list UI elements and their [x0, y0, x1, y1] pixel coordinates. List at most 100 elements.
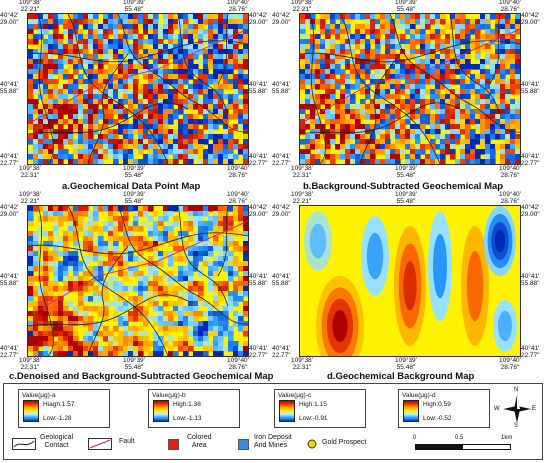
map-c-frame — [27, 205, 249, 357]
coord-label-a-rbot: 40°41' 22.77" — [249, 153, 268, 167]
compass-e: E — [532, 406, 537, 412]
geological-contact-line — [300, 40, 520, 63]
geological-contact-line — [117, 14, 248, 133]
coord-label-d-tr: 109°40' 28.76" — [499, 191, 521, 205]
geological-contact-line — [87, 245, 129, 356]
geological-contact-line — [300, 102, 461, 135]
map-legend: Value(μg)-a Hiagh:1.57 Low:-1.28 Value(μ… — [3, 383, 543, 460]
gold-prospect-icon — [307, 439, 317, 449]
compass-n: N — [514, 387, 519, 393]
geological-contact-line — [217, 14, 229, 85]
coord-label-c-rtop: 40°42' 29.00" — [249, 204, 268, 218]
coord-label-a-rmid: 40°41' 55.88" — [249, 81, 268, 95]
compass-w: W — [494, 406, 500, 412]
geological-contact-line — [177, 206, 229, 307]
coord-label-a-lbot: 40°41' 22.77" — [0, 153, 19, 167]
coord-label-c-lbot: 40°41' 22.77" — [0, 345, 19, 359]
coord-label-b-lbot: 40°41' 22.77" — [272, 153, 291, 167]
coord-label-b-tr: 109°40' 28.76" — [499, 0, 521, 13]
map-d-frame — [299, 205, 521, 357]
coord-label-a-rtop: 40°42' 29.00" — [249, 12, 268, 26]
coord-label-b-rmid: 40°41' 55.88" — [521, 81, 540, 95]
coord-label-b-rbot: 40°41' 22.77" — [521, 153, 540, 167]
coord-label-a-lmid: 40°41' 55.88" — [0, 81, 19, 95]
compass-rose-icon — [503, 395, 531, 423]
colorbar-b-low: Low:-1.13 — [173, 415, 202, 422]
colorbar-d-high: High:0.59 — [423, 401, 451, 408]
fault-line — [28, 28, 248, 125]
gold-prospect-label: Gold Prospect — [322, 439, 367, 446]
geological-contact-line — [339, 14, 441, 164]
coord-label-d-rtop: 40°42' 29.00" — [521, 204, 540, 218]
contour-band — [466, 251, 484, 321]
colorbar-b-gradient — [153, 400, 169, 422]
map-a-frame — [27, 13, 249, 165]
coord-label-d-br: 109°40' 28.76" — [499, 357, 521, 371]
map-c-raster — [28, 206, 248, 356]
scale-tick-1km: 1km — [501, 435, 513, 441]
map-b-frame — [299, 13, 521, 165]
geological-contact-line — [28, 102, 189, 135]
caption-a: a.Geochemical Data Point Map — [62, 181, 201, 192]
geological-contact-label: Geological Contact — [40, 434, 74, 449]
geological-contact-line — [37, 206, 54, 356]
colorbar-a-high: Hiagh:1.57 — [43, 401, 75, 408]
geological-contact-line — [359, 53, 401, 164]
geological-contact-line — [28, 40, 248, 63]
coord-label-b-bl: 109°38' 22.31" — [291, 165, 313, 179]
contour-band — [366, 232, 384, 280]
coord-label-a-ltop: 40°42' 29.00" — [0, 12, 19, 26]
coord-label-d-bc: 109°39' 55.48" — [395, 357, 417, 371]
colorbar-a: Value(μg)-a Hiagh:1.57 Low:-1.28 — [18, 389, 110, 428]
coord-label-d-ltop: 40°42' 29.00" — [272, 204, 291, 218]
colorbar-a-gradient — [23, 400, 39, 422]
colorbar-a-title: Value(μg)-a — [22, 392, 56, 399]
coord-label-d-rmid: 40°41' 55.88" — [521, 273, 540, 287]
coord-label-a-bc: 109°39' 55.48" — [123, 165, 145, 179]
coord-label-c-lmid: 40°41' 55.88" — [0, 273, 19, 287]
colorbar-c-gradient — [279, 400, 295, 422]
coord-label-b-rtop: 40°42' 29.00" — [521, 12, 540, 26]
scale-tick-0: 0 — [413, 435, 417, 441]
contour-band — [494, 229, 506, 253]
coord-label-c-tl: 109°38' 22.21" — [19, 191, 41, 205]
colorbar-d-title: Value(μg)-d — [402, 392, 436, 399]
coord-label-c-tr: 109°40' 28.76" — [227, 191, 249, 205]
coord-label-c-rbot: 40°41' 22.77" — [249, 345, 268, 359]
coord-label-d-bl: 109°38' 22.31" — [291, 357, 313, 371]
geological-contact-line — [177, 14, 229, 115]
coord-label-a-tc: 109°39' 55.48" — [123, 0, 145, 13]
coord-label-d-lbot: 40°41' 22.77" — [272, 345, 291, 359]
coord-label-d-rbot: 40°41' 22.77" — [521, 345, 540, 359]
map-d-contours — [300, 206, 520, 356]
colorbar-a-low: Low:-1.28 — [43, 415, 72, 422]
coord-label-b-lmid: 40°41' 55.88" — [272, 81, 291, 95]
coord-label-b-br: 109°40' 28.76" — [499, 165, 521, 179]
contour-band — [498, 310, 512, 342]
iron-deposit-label: Iron Deposit And Mines — [254, 434, 292, 449]
coord-label-b-tl: 109°38' 22.21" — [291, 0, 313, 13]
map-a-raster — [28, 14, 248, 164]
coord-label-c-rmid: 40°41' 55.88" — [249, 273, 268, 287]
iron-deposit-icon — [238, 439, 249, 450]
colorbar-d: Value(μg)-d High:0.59 Low:-0.52 — [398, 389, 490, 428]
fault-line — [28, 220, 248, 317]
contour-band — [403, 261, 417, 311]
coord-label-b-tc: 109°39' 55.48" — [395, 0, 417, 13]
coord-label-a-br: 109°40' 28.76" — [227, 165, 249, 179]
caption-d: d.Geochemical Background Map — [327, 371, 475, 382]
geological-contact-line — [309, 14, 326, 164]
geological-contact-line — [67, 14, 169, 164]
coord-label-c-br: 109°40' 28.76" — [227, 357, 249, 371]
map-b-raster — [300, 14, 520, 164]
geological-contact-icon — [12, 438, 36, 450]
contour-band — [309, 223, 327, 259]
scale-tick-05: 0.5 — [455, 435, 464, 441]
colorbar-b: Value(μg)-b High:1.38 Low:-1.13 — [148, 389, 240, 428]
coord-label-a-bl: 109°38' 22.31" — [19, 165, 41, 179]
caption-b: b.Background-Subtracted Geochemical Map — [303, 181, 504, 192]
geological-contact-line — [489, 14, 501, 85]
coord-label-c-bc: 109°39' 55.48" — [123, 357, 145, 371]
colorbar-d-low: Low:-0.52 — [423, 415, 452, 422]
colorbar-b-title: Value(μg)-b — [152, 392, 186, 399]
